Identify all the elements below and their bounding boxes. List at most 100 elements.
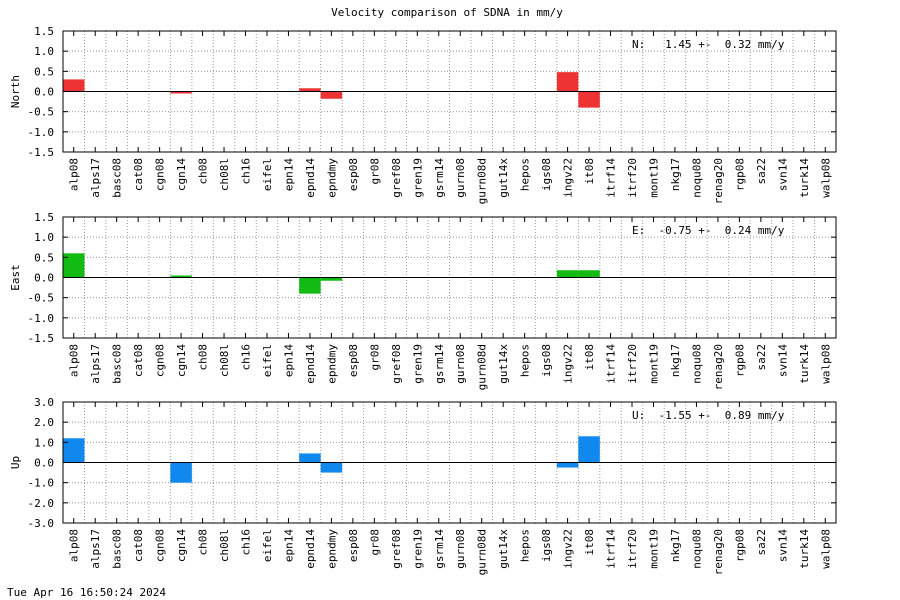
x-tick-label: epndmy xyxy=(325,529,338,569)
x-tick-label: esp08 xyxy=(347,158,360,191)
x-tick-label: noqu08 xyxy=(690,344,703,384)
x-tick-label: gren19 xyxy=(411,529,424,569)
x-tick-label: gurn08d xyxy=(476,158,489,204)
y-tick-label: 0.0 xyxy=(34,86,54,99)
bar-alp08 xyxy=(63,438,85,463)
y-tick-label: -1.0 xyxy=(28,312,55,325)
x-tick-label: hepos xyxy=(519,529,532,562)
bar-epnd14 xyxy=(299,88,321,92)
x-tick-label: ch08 xyxy=(197,158,210,185)
y-tick-label: 1.5 xyxy=(34,211,54,224)
panel-north: 1.5 1.0 0.5 0.0 -0.5 -1.0 -1.5 alp08 alps17 basc0… xyxy=(9,25,837,204)
y-tick-label: -2.0 xyxy=(28,497,55,510)
y-tick-label: 1.0 xyxy=(34,436,54,449)
x-tick-label: gref08 xyxy=(390,529,403,569)
x-tick-label: eifel xyxy=(261,158,274,191)
x-tick-label: renag20 xyxy=(712,344,725,390)
x-tick-label: epn14 xyxy=(282,344,295,377)
y-axis-label: North xyxy=(9,75,22,108)
x-tick-label: esp08 xyxy=(347,529,360,562)
y-tick-label: -0.5 xyxy=(28,106,55,119)
x-tick-label: epn14 xyxy=(282,529,295,562)
x-tick-label: cgn08 xyxy=(154,529,167,562)
bar-cgn14 xyxy=(170,275,192,278)
bar-epndmy xyxy=(320,277,343,281)
bar-ingv22 xyxy=(556,270,579,278)
x-tick-label: ch08 xyxy=(197,344,210,371)
x-tick-label: turk14 xyxy=(798,158,811,198)
y-tick-label: 1.0 xyxy=(34,45,54,58)
x-tick-label: gurn08 xyxy=(454,344,467,384)
x-tick-label: nkg17 xyxy=(669,529,682,562)
x-tick-label: alps17 xyxy=(89,344,102,384)
x-tick-label: noqu08 xyxy=(690,529,703,569)
chart-panels: 1.5 1.0 0.5 0.0 -0.5 -1.0 -1.5 alp08 alps17 basc0… xyxy=(9,25,837,575)
x-tick-label: ch08l xyxy=(218,529,231,562)
x-tick-label: gren19 xyxy=(411,158,424,198)
x-tick-label: gut14x xyxy=(497,344,510,384)
x-tick-label: cat08 xyxy=(132,158,145,191)
x-tick-label: igs08 xyxy=(540,344,553,377)
x-tick-label: gurn08 xyxy=(454,529,467,569)
bar-epnd14 xyxy=(299,453,321,463)
x-tick-label: igs08 xyxy=(540,529,553,562)
x-tick-label: basc08 xyxy=(111,344,124,384)
x-tick-label: itrf20 xyxy=(626,158,639,198)
x-tick-label: it08 xyxy=(583,158,596,185)
y-tick-label: -0.5 xyxy=(28,292,55,305)
x-tick-label: cat08 xyxy=(132,529,145,562)
x-tick-label: svn14 xyxy=(776,344,789,377)
x-tick-label: basc08 xyxy=(111,158,124,198)
x-tick-label: walp08 xyxy=(819,344,832,384)
y-tick-label: -1.0 xyxy=(28,477,55,490)
y-axis-label: Up xyxy=(9,456,22,469)
x-tick-label: eifel xyxy=(261,529,274,562)
x-tick-label: itrf14 xyxy=(605,529,618,569)
x-tick-label: sa22 xyxy=(755,158,768,185)
x-tick-label: nkg17 xyxy=(669,344,682,377)
chart-title: Velocity comparison of SDNA in mm/y xyxy=(331,6,563,19)
x-tick-label: gref08 xyxy=(390,158,403,198)
x-tick-label: gurn08d xyxy=(476,529,489,575)
x-tick-label: rgp08 xyxy=(733,158,746,191)
x-tick-label: it08 xyxy=(583,344,596,371)
y-axis-label: East xyxy=(9,264,22,291)
x-tick-label: epnd14 xyxy=(304,529,317,569)
stats-annotation: E: -0.75 +- 0.24 mm/y xyxy=(632,224,785,237)
x-tick-label: walp08 xyxy=(819,529,832,569)
x-tick-label: noqu08 xyxy=(690,158,703,198)
x-tick-label: svn14 xyxy=(776,529,789,562)
x-tick-label: gurn08d xyxy=(476,344,489,390)
x-tick-label: turk14 xyxy=(798,529,811,569)
x-tick-label: nkg17 xyxy=(669,158,682,191)
y-tick-label: 0.0 xyxy=(34,457,54,470)
bar-ingv22 xyxy=(556,462,579,468)
x-tick-label: gr08 xyxy=(368,529,381,556)
x-tick-label: esp08 xyxy=(347,344,360,377)
x-tick-label: cgn14 xyxy=(175,158,188,191)
x-tick-label: hepos xyxy=(519,344,532,377)
x-tick-label: itrf14 xyxy=(605,158,618,198)
y-tick-label: 1.5 xyxy=(34,25,54,38)
x-tick-label: itrf20 xyxy=(626,344,639,384)
y-tick-label: 0.5 xyxy=(34,251,54,264)
x-tick-label: epnd14 xyxy=(304,158,317,198)
x-tick-label: alp08 xyxy=(68,158,81,191)
x-tick-label: gut14x xyxy=(497,529,510,569)
x-tick-label: basc08 xyxy=(111,529,124,569)
y-tick-label: 1.0 xyxy=(34,231,54,244)
x-tick-label: gren19 xyxy=(411,344,424,384)
panel-up: 3.0 2.0 1.0 0.0 -1.0 -2.0 -3.0 alp08 alps17 basc0… xyxy=(9,396,837,575)
bar-epndmy xyxy=(320,462,343,473)
x-tick-label: eifel xyxy=(261,344,274,377)
x-tick-label: ch08 xyxy=(197,529,210,556)
x-tick-label: alp08 xyxy=(68,529,81,562)
bar-it08 xyxy=(578,91,600,108)
bar-ingv22 xyxy=(556,72,579,92)
bar-alp08 xyxy=(63,253,85,278)
x-tick-label: cgn14 xyxy=(175,529,188,562)
stats-annotation: N: 1.45 +- 0.32 mm/y xyxy=(632,38,785,51)
y-tick-label: 0.0 xyxy=(34,272,54,285)
bar-epndmy xyxy=(320,91,343,99)
